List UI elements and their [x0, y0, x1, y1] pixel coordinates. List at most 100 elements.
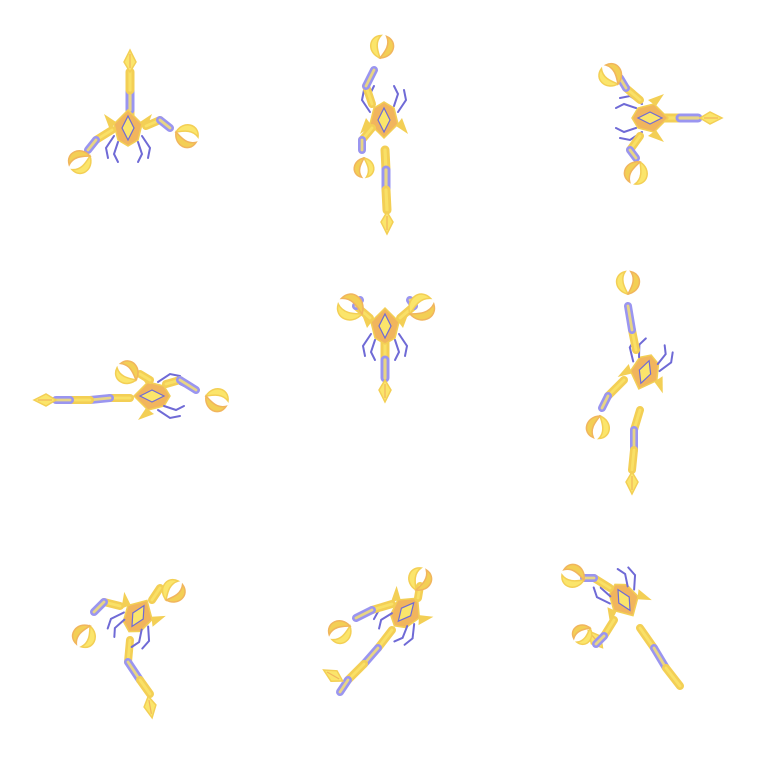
legs-leg: [393, 625, 409, 643]
body-spike: [654, 376, 663, 394]
legs-leg: [638, 337, 647, 359]
legs-leg: [113, 618, 126, 638]
right-claw: [161, 578, 186, 603]
legs-leg: [137, 141, 144, 163]
legs-leg: [616, 568, 629, 588]
left-claw-pincer-b: [327, 620, 352, 637]
legs-leg: [378, 612, 393, 630]
right-claw-pincer-b: [623, 161, 642, 184]
legs-leg: [615, 102, 637, 109]
right-claw-pincer-b: [408, 301, 436, 321]
legs: [106, 611, 151, 650]
legs-leg: [360, 89, 371, 113]
body-spike: [637, 589, 652, 601]
legs-leg: [141, 135, 152, 159]
body-spike: [617, 363, 632, 377]
body-gem: [638, 359, 652, 385]
body-gem: [138, 389, 166, 403]
lower-claw-pincer-b: [585, 415, 602, 439]
legs-leg: [393, 85, 400, 107]
legs-leg: [398, 333, 409, 357]
lower-claw: [114, 360, 139, 385]
lower-claw: [585, 414, 611, 440]
stinger: [625, 470, 639, 496]
left-claw-pincer-b: [71, 624, 92, 646]
stinger: [123, 48, 137, 74]
left-claw-pincer-b: [378, 35, 395, 59]
body-spike: [648, 130, 664, 142]
right-arm-highlight: [594, 634, 606, 646]
body-spike: [418, 615, 434, 626]
legs-leg: [157, 409, 181, 420]
tail-highlight: [338, 678, 350, 694]
sprite-frame-6: [585, 270, 674, 496]
left-claw-pincer-a: [70, 154, 92, 175]
stinger: [143, 694, 157, 720]
right-claw-pincer-b: [175, 130, 198, 149]
sprite-frame-5: [336, 293, 436, 404]
legs-leg: [141, 625, 151, 650]
legs-leg: [106, 611, 125, 630]
left-arm-highlight: [86, 138, 98, 152]
legs-leg: [130, 628, 143, 648]
tail-highlight: [630, 448, 636, 472]
left-claw-pincer-a: [336, 301, 364, 321]
left-claw-pincer-b: [67, 150, 92, 167]
left-claw-pincer-a: [561, 573, 586, 588]
sprite-frame-2: [353, 34, 408, 236]
left-claw: [336, 293, 364, 321]
body-gem: [617, 588, 631, 612]
left-claw: [67, 150, 92, 175]
lower-arm-highlight: [138, 372, 152, 382]
upper-arm-highlight: [626, 304, 634, 332]
body: [607, 583, 652, 625]
tail-highlight: [638, 626, 656, 650]
stinger: [32, 393, 58, 407]
right-claw-pincer-a: [574, 626, 593, 646]
sprite-frame-8: [322, 567, 434, 696]
sprite-frame-7: [71, 578, 186, 720]
body-spike: [151, 615, 166, 627]
legs-leg: [394, 339, 401, 361]
stinger-ridge: [148, 699, 152, 714]
upper-arm-highlight: [178, 378, 198, 392]
left-claw: [598, 62, 623, 87]
body: [360, 101, 408, 140]
legs-leg: [112, 141, 119, 163]
legs-leg: [104, 135, 115, 159]
left-claw: [71, 624, 96, 649]
left-claw-pincer-b: [562, 563, 585, 582]
right-claw: [174, 124, 199, 149]
body-spike: [104, 114, 116, 130]
body: [132, 372, 171, 420]
right-claw-pincer-a: [161, 578, 181, 602]
body: [361, 306, 409, 345]
legs-leg: [163, 405, 185, 412]
tail-highlight: [664, 666, 682, 688]
upper-claw-pincer-a: [615, 270, 630, 296]
upper-claw-pincer-b: [626, 270, 641, 296]
right-claw-pincer-b: [164, 582, 186, 603]
upper-claw: [615, 270, 641, 296]
left-arm-highlight: [354, 608, 374, 620]
stinger: [380, 210, 394, 236]
upper-claw-pincer-b: [205, 394, 228, 413]
body: [617, 354, 663, 394]
legs-leg: [361, 333, 372, 357]
legs-leg: [157, 372, 181, 383]
sprite-frame-9: [561, 563, 684, 690]
legs-leg: [615, 127, 637, 134]
body: [631, 94, 670, 142]
right-claw: [408, 293, 436, 321]
sprite-frame-1: [67, 48, 199, 175]
left-claw: [369, 34, 395, 60]
tail-highlight: [384, 188, 389, 212]
upper-claw: [204, 388, 229, 413]
stinger: [322, 669, 344, 682]
upper-claw-pincer-a: [204, 388, 229, 403]
legs-leg: [627, 566, 637, 591]
legs-leg: [658, 351, 674, 373]
left-claw-pincer-b: [603, 62, 623, 86]
legs-leg: [397, 89, 408, 113]
